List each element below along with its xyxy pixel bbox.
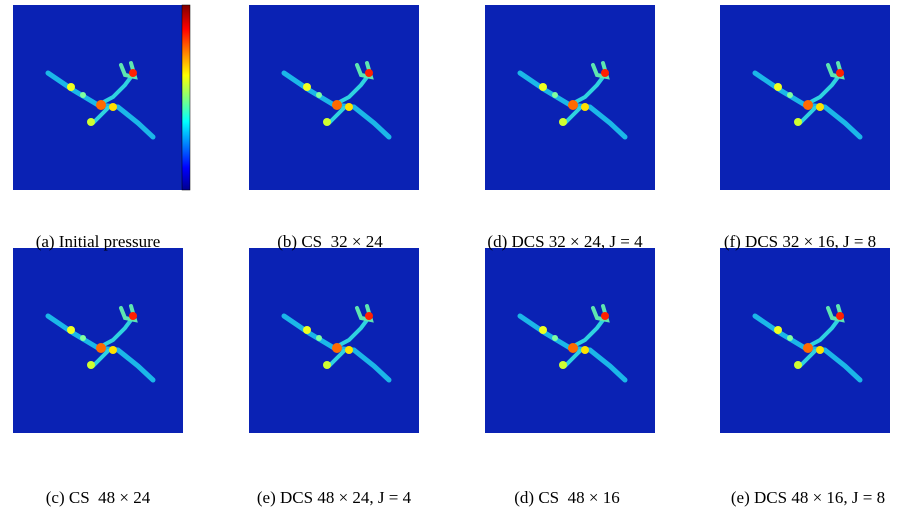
caption: (b) CS 32 × 24 [277, 232, 383, 251]
panel-image [13, 248, 183, 433]
caption: (d) CS 48 × 16 [514, 488, 619, 507]
panel-image [720, 5, 890, 190]
panel-image [249, 5, 419, 190]
caption: (e) DCS 48 × 16, J = 8 [731, 488, 885, 507]
caption: (f) DCS 32 × 16, J = 8 [724, 232, 876, 251]
caption: (c) CS 48 × 24 [46, 488, 151, 507]
caption: (e) DCS 48 × 24, J = 4 [257, 488, 412, 507]
panel-image [13, 5, 183, 190]
panel-image [485, 248, 655, 433]
page: (a) Initial pressure (b) CS 32 × 24 (d) … [0, 0, 923, 525]
figure: (a) Initial pressure (b) CS 32 × 24 (d) … [0, 0, 923, 525]
colorbar [182, 5, 190, 190]
panel-image [249, 248, 419, 433]
caption: (a) Initial pressure [36, 232, 161, 251]
caption: (d) DCS 32 × 24, J = 4 [487, 232, 643, 251]
panel-image [720, 248, 890, 433]
panel-image [485, 5, 655, 190]
